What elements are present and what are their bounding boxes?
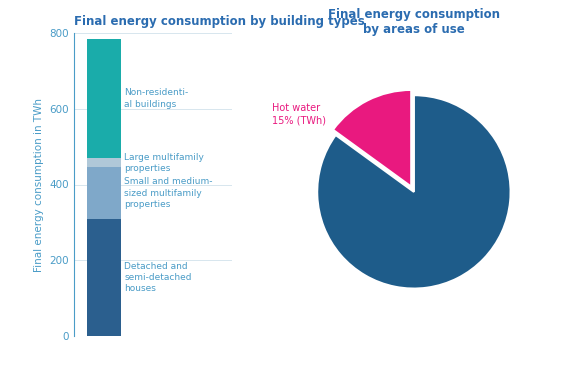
Bar [87,168,121,218]
Text: Detached and
semi-detached
houses: Detached and semi-detached houses [124,262,192,293]
Wedge shape [333,90,411,187]
Text: Non-residenti-
al buildings: Non-residenti- al buildings [124,89,189,108]
Y-axis label: Final energy consumption in TWh: Final energy consumption in TWh [33,97,44,272]
Title: Final energy consumption
by areas of use: Final energy consumption by areas of use [328,8,500,37]
Text: Final energy consumption by building types: Final energy consumption by building typ… [74,15,365,28]
Bar [87,218,121,336]
Text: Large multifamily
properties: Large multifamily properties [124,153,204,173]
Bar [87,158,121,168]
Text: Hot water
15% (TWh): Hot water 15% (TWh) [272,103,327,125]
Wedge shape [317,95,511,289]
Text: Small and medium-
sized multifamily
properties: Small and medium- sized multifamily prop… [124,177,213,208]
Bar [87,39,121,158]
